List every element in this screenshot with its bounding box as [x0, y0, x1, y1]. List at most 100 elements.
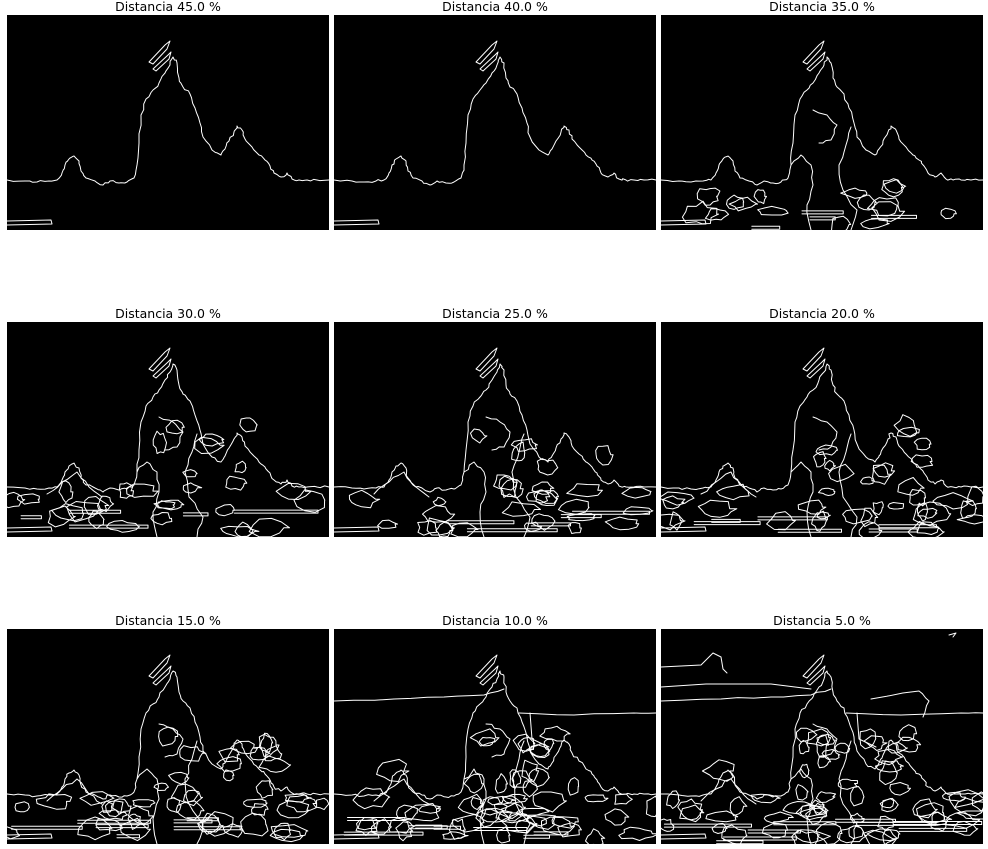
- segment-boundary: [813, 802, 827, 816]
- edge-map-svg: [334, 40, 656, 226]
- segment-boundary: [152, 51, 172, 72]
- segment-boundary: [243, 798, 268, 808]
- segment-boundary: [7, 670, 329, 800]
- segment-boundary: [259, 732, 274, 754]
- segment-boundary: [948, 789, 983, 808]
- segment-boundary: [798, 739, 810, 755]
- segment-boundary: [408, 825, 448, 830]
- segment-boundary: [795, 727, 818, 743]
- segment-boundary: [529, 712, 550, 748]
- segment-boundary: [536, 458, 559, 476]
- segment-boundary: [604, 808, 630, 826]
- segment-boundary: [170, 783, 200, 804]
- segment-boundary: [816, 733, 836, 746]
- segment-boundary: [485, 723, 511, 758]
- panel-distance-25: Distancia 25.0 %: [334, 307, 656, 539]
- segment-boundary: [661, 513, 686, 531]
- segment-boundary: [182, 512, 209, 517]
- segment-boundary: [487, 795, 517, 806]
- segment-boundary: [802, 40, 825, 65]
- segment-boundary: [497, 811, 531, 824]
- segment-boundary: [251, 803, 269, 816]
- segment-boundary: [524, 521, 543, 532]
- segment-boundary: [119, 817, 151, 842]
- edge-map-svg: [661, 347, 983, 537]
- segment-boundary: [661, 56, 983, 186]
- segment-boundary: [347, 817, 406, 821]
- segment-boundary: [866, 197, 899, 217]
- segment-boundary: [585, 828, 606, 844]
- segment-boundary: [127, 813, 141, 830]
- segment-boundary: [887, 502, 905, 510]
- segment-boundary: [729, 796, 748, 817]
- segment-boundary: [618, 826, 656, 841]
- segment-boundary: [512, 770, 533, 788]
- segment-boundary: [334, 833, 380, 840]
- segment-boundary: [183, 789, 203, 807]
- segment-boundary: [198, 433, 225, 447]
- segment-boundary: [249, 746, 271, 761]
- segment-boundary: [896, 736, 922, 753]
- segment-boundary: [722, 836, 797, 841]
- segment-boundary: [126, 483, 159, 498]
- segment-boundary: [747, 829, 801, 834]
- segment-boundary: [435, 521, 454, 537]
- panel-distance-45: Distancia 45.0 %: [7, 0, 329, 232]
- segment-boundary: [106, 520, 140, 533]
- segment-boundary: [821, 749, 841, 760]
- segment-boundary: [463, 461, 487, 537]
- segment-boundary: [824, 459, 836, 472]
- segment-boundary: [479, 51, 499, 72]
- segment-boundary: [46, 471, 103, 498]
- segment-boundary: [871, 201, 906, 222]
- segment-boundary: [621, 486, 652, 499]
- segment-boundary: [794, 829, 831, 844]
- segment-boundary: [716, 483, 750, 501]
- segment-boundary: [539, 725, 571, 742]
- segment-boundary: [777, 528, 842, 533]
- segment-boundary: [887, 741, 908, 754]
- edge-map-image: [7, 15, 329, 230]
- segment-boundary: [551, 816, 579, 829]
- segment-boundary: [790, 461, 814, 537]
- segment-boundary: [858, 521, 883, 537]
- segment-boundary: [35, 793, 73, 810]
- edge-map-image: [661, 629, 983, 844]
- segment-boundary: [395, 821, 414, 842]
- segment-boundary: [952, 820, 979, 836]
- segment-boundary: [20, 515, 42, 520]
- segment-boundary: [872, 462, 896, 478]
- segment-boundary: [960, 500, 977, 519]
- segment-boundary: [766, 511, 796, 531]
- segment-boundary: [417, 520, 438, 536]
- segment-boundary: [153, 500, 176, 510]
- segment-boundary: [697, 499, 738, 518]
- segment-boundary: [150, 512, 173, 526]
- segment-boundary: [475, 808, 500, 828]
- segment-boundary: [802, 654, 825, 679]
- segment-boundary: [396, 804, 418, 821]
- segment-boundary: [220, 525, 260, 537]
- segment-boundary: [705, 810, 739, 823]
- segment-boundary: [223, 769, 235, 782]
- segment-boundary: [812, 109, 838, 144]
- segment-boundary: [940, 207, 957, 220]
- segment-boundary: [863, 829, 897, 844]
- segment-boundary: [809, 216, 836, 221]
- segment-boundary: [334, 56, 656, 186]
- segment-boundary: [932, 492, 974, 510]
- panel-title: Distancia 25.0 %: [442, 306, 548, 321]
- segment-boundary: [818, 487, 836, 496]
- segment-boundary: [874, 760, 904, 773]
- segment-boundary: [677, 798, 703, 821]
- segment-boundary: [233, 509, 319, 514]
- segment-boundary: [799, 763, 810, 779]
- segment-boundary: [663, 823, 752, 828]
- edge-map-svg: [661, 632, 983, 844]
- segment-boundary: [701, 759, 735, 782]
- segment-boundary: [614, 793, 633, 805]
- segment-boundary: [66, 501, 102, 523]
- segment-boundary: [584, 794, 609, 803]
- segment-boundary: [509, 769, 522, 789]
- segment-boundary: [334, 670, 656, 800]
